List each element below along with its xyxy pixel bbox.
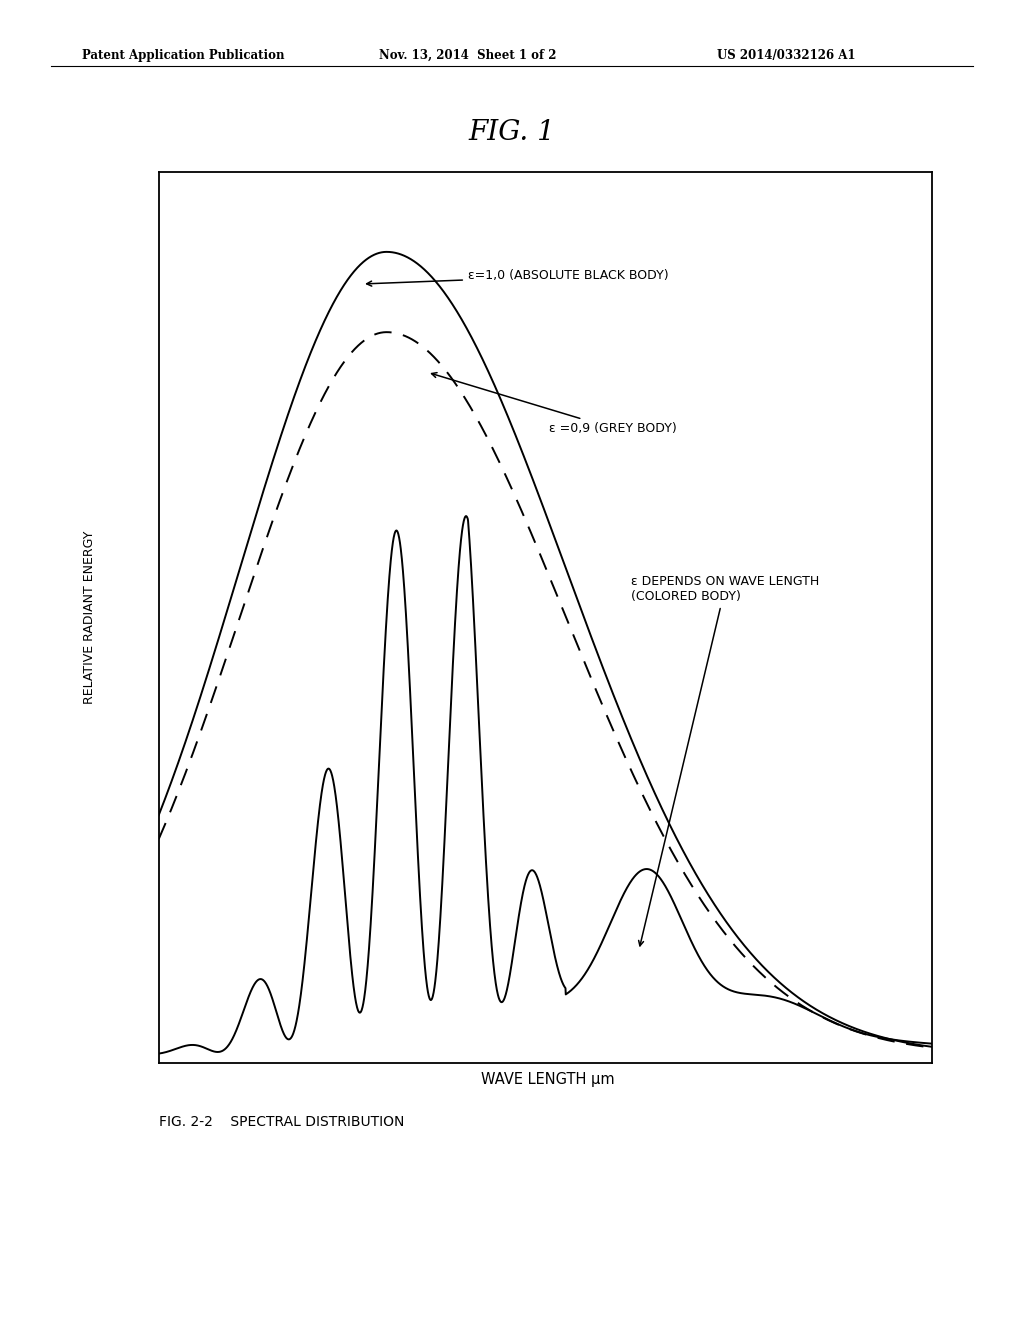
Text: WAVE LENGTH μm: WAVE LENGTH μm: [481, 1072, 614, 1086]
Text: ε DEPENDS ON WAVE LENGTH
(COLORED BODY): ε DEPENDS ON WAVE LENGTH (COLORED BODY): [631, 576, 819, 946]
Text: FIG. 1: FIG. 1: [469, 119, 555, 145]
Text: Nov. 13, 2014  Sheet 1 of 2: Nov. 13, 2014 Sheet 1 of 2: [379, 49, 556, 62]
Text: US 2014/0332126 A1: US 2014/0332126 A1: [717, 49, 855, 62]
Text: FIG. 2-2    SPECTRAL DISTRIBUTION: FIG. 2-2 SPECTRAL DISTRIBUTION: [159, 1115, 404, 1130]
Text: Patent Application Publication: Patent Application Publication: [82, 49, 285, 62]
Text: ε=1,0 (ABSOLUTE BLACK BODY): ε=1,0 (ABSOLUTE BLACK BODY): [367, 269, 669, 286]
Text: ε =0,9 (GREY BODY): ε =0,9 (GREY BODY): [431, 372, 677, 436]
Text: RELATIVE RADIANT ENERGY: RELATIVE RADIANT ENERGY: [83, 531, 95, 704]
